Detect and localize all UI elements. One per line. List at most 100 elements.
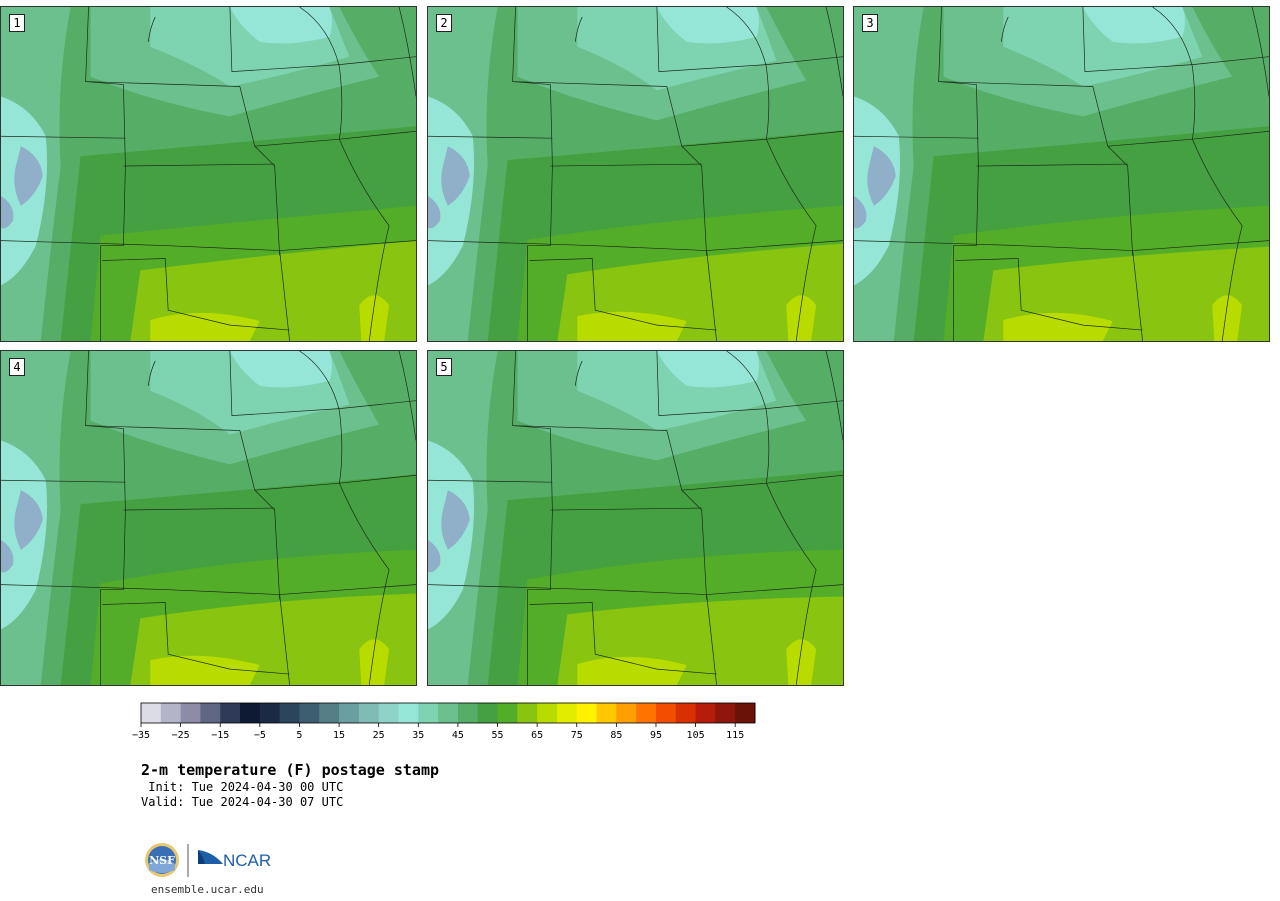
colorbar-tick-label: 95 [650, 730, 662, 741]
colorbar-swatch [695, 703, 716, 723]
field-hotter-east [786, 639, 817, 685]
state-border [1000, 16, 1009, 42]
state-border [123, 163, 275, 167]
field-mountain-peak [428, 195, 441, 229]
state-border [428, 135, 553, 139]
state-border [955, 258, 1143, 331]
state-border [550, 507, 702, 511]
state-border [854, 135, 979, 139]
field-mountain-peak [428, 539, 441, 573]
member-panel-1: 1 [0, 6, 417, 342]
state-border [1, 584, 416, 595]
title-block: 2-m temperature (F) postage stamp Init: … [141, 761, 439, 810]
state-border [706, 594, 717, 685]
river-border [726, 7, 817, 341]
state-border [123, 507, 275, 511]
colorbar-swatch [596, 703, 617, 723]
colorbar-swatch [636, 703, 657, 723]
field-snow [229, 7, 332, 44]
colorbar-swatch [497, 703, 518, 723]
colorbar-tick-label: 85 [610, 730, 622, 741]
site-url: ensemble.ucar.edu [151, 883, 264, 896]
field-snow [1082, 7, 1185, 44]
member-panel-2: 2 [427, 6, 844, 342]
state-border [825, 7, 843, 97]
colorbar-swatch [655, 703, 677, 723]
colorbar-swatch [339, 703, 360, 723]
colorbar-swatch [418, 703, 439, 723]
temperature-map [428, 7, 843, 341]
colorbar-tick-label: −5 [254, 730, 266, 741]
plot-title: 2-m temperature (F) postage stamp [141, 761, 440, 779]
colorbar-swatch [616, 703, 637, 723]
colorbar-swatch [358, 703, 380, 723]
colorbar-swatch [735, 703, 756, 723]
logos: NSF NCAR [145, 843, 271, 877]
state-border [656, 351, 843, 416]
state-border [574, 360, 583, 386]
field-hotter-east [786, 295, 817, 341]
colorbar-swatch [517, 703, 538, 723]
field-snow [656, 7, 759, 44]
field-mountain-peak [854, 195, 867, 229]
temperature-map [1, 7, 416, 341]
state-border [1132, 250, 1143, 341]
ncar-logo-icon: NCAR [198, 850, 271, 870]
colorbar-swatch [160, 703, 182, 723]
field-snow [229, 351, 332, 388]
colorbar-swatch [477, 703, 499, 723]
state-border [398, 351, 416, 441]
field-hotter-east [1212, 295, 1243, 341]
colorbar-swatch [438, 703, 459, 723]
field-mountain-peak [14, 146, 43, 206]
state-border [279, 594, 290, 685]
river-border [299, 7, 390, 341]
colorbar-tick-label: 45 [452, 730, 464, 741]
member-panel-3: 3 [853, 6, 1270, 342]
colorbar-swatch [576, 703, 598, 723]
colorbar-swatch [398, 703, 419, 723]
state-border [656, 7, 843, 72]
member-panel-4: 4 [0, 350, 417, 686]
member-label: 3 [862, 14, 878, 32]
river-border [299, 351, 390, 685]
member-panel-5: 5 [427, 350, 844, 686]
colorbar-tick-label: 55 [491, 730, 503, 741]
field-hotter [577, 656, 687, 685]
river-border [1152, 7, 1243, 341]
state-border [1251, 7, 1269, 97]
ncar-logo-text: NCAR [223, 851, 271, 870]
temperature-map [428, 351, 843, 685]
colorbar-frame [140, 702, 756, 724]
state-border [854, 240, 1269, 251]
state-border [976, 163, 1128, 167]
state-border [1, 479, 126, 483]
member-label: 2 [436, 14, 452, 32]
field-mountain-peak [1, 539, 14, 573]
state-border [229, 7, 416, 72]
colorbar-tick-label: 35 [412, 730, 424, 741]
river-border [726, 351, 817, 685]
colorbar-swatch [537, 703, 558, 723]
field-hotter [1003, 312, 1113, 341]
temperature-colorbar: −35 −25 −15 −5 5 15 25 35 45 55 65 75 85 95 105 115 [132, 702, 756, 741]
state-border [1, 240, 416, 251]
temperature-map [1, 351, 416, 685]
nsf-logo-text: NSF [149, 854, 175, 867]
field-mountain-peak [867, 146, 896, 206]
colorbar-swatch [556, 703, 578, 723]
state-border [706, 250, 717, 341]
field-mountain-peak [441, 146, 470, 206]
colorbar-tick-label: −25 [172, 730, 190, 741]
state-border [529, 602, 717, 675]
state-border [147, 360, 156, 386]
state-border [229, 351, 416, 416]
state-border [279, 250, 290, 341]
colorbar-tick-label: 105 [687, 730, 705, 741]
colorbar-swatch [141, 703, 162, 723]
field-hotter [577, 311, 687, 341]
colorbar-swatch [279, 703, 300, 723]
colorbar-swatch [715, 703, 736, 723]
field-mountain-peak [1, 195, 14, 229]
state-border [529, 258, 717, 331]
